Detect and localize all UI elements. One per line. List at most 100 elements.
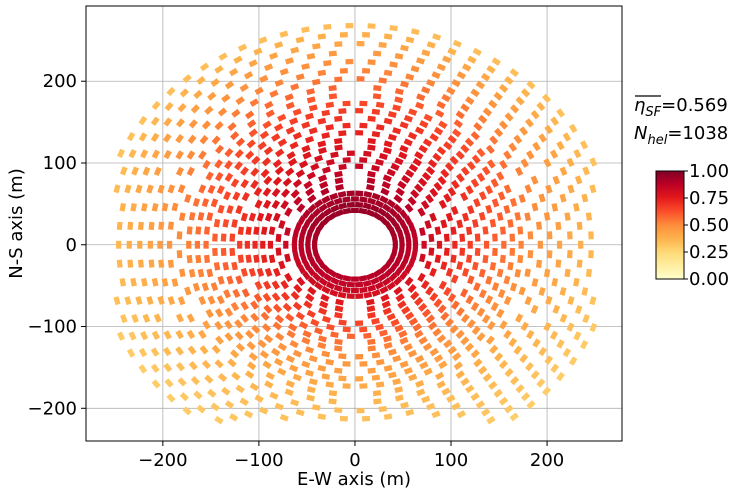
heliostat-mark <box>328 93 338 100</box>
heliostat-mark <box>259 406 269 415</box>
heliostat-mark <box>394 324 404 333</box>
heliostat-mark <box>305 293 315 303</box>
heliostat-mark <box>359 122 368 129</box>
heliostat-mark <box>404 203 414 213</box>
heliostat-mark <box>453 119 463 129</box>
heliostat-mark <box>589 296 597 306</box>
heliostat-mark <box>250 312 260 323</box>
heliostat-mark <box>192 282 201 292</box>
heliostat-mark <box>456 219 464 229</box>
heliostat-mark <box>302 270 311 281</box>
heliostat-mark <box>416 388 426 397</box>
heliostat-mark <box>187 345 197 355</box>
heliostat-mark <box>260 226 268 236</box>
heliostat-mark <box>260 240 266 249</box>
heliostat-mark <box>260 311 270 321</box>
heliostat-mark <box>214 320 223 331</box>
heliostat-mark <box>378 41 387 49</box>
heliostat-mark <box>388 253 397 263</box>
heliostat-mark <box>460 103 470 113</box>
heliostat-mark <box>470 301 480 312</box>
heliostat-mark <box>546 250 553 259</box>
heliostat-mark <box>273 357 284 367</box>
heliostat-mark <box>363 150 372 157</box>
heliostat-mark <box>282 302 292 312</box>
heliostat-mark <box>292 301 303 311</box>
heliostat-mark <box>538 287 546 296</box>
heliostat-mark <box>334 312 343 319</box>
heliostat-mark <box>334 345 343 352</box>
heliostat-mark <box>124 184 132 194</box>
heliostat-mark <box>588 231 594 240</box>
heliostat-mark <box>151 100 161 111</box>
heliostat-mark <box>280 200 290 210</box>
heliostat-mark <box>499 226 506 235</box>
heliostat-mark <box>485 144 495 155</box>
heliostat-mark <box>321 215 332 226</box>
heliostat-mark <box>317 220 326 231</box>
heliostat-mark <box>395 187 405 197</box>
heliostat-mark <box>452 240 458 249</box>
heliostat-mark <box>480 72 491 82</box>
heliostat-mark <box>261 323 272 333</box>
heliostat-mark <box>199 62 210 72</box>
heliostat-mark <box>449 324 459 334</box>
heliostat-mark <box>326 323 335 331</box>
heliostat-mark <box>248 128 258 138</box>
heliostat-mark <box>290 398 300 407</box>
heliostat-mark <box>244 240 250 249</box>
heliostat-mark <box>140 149 149 159</box>
heliostat-mark <box>370 277 380 286</box>
heliostat-mark <box>480 408 491 417</box>
heliostat-mark <box>128 331 137 341</box>
heliostat-mark <box>359 196 368 203</box>
heliostat-mark <box>142 166 151 176</box>
heliostat-mark <box>556 240 563 249</box>
heliostat-mark <box>389 61 398 68</box>
heliostat-mark <box>187 134 197 145</box>
heliostat-mark <box>485 275 493 285</box>
heliostat-mark <box>465 295 474 305</box>
heliostat-mark <box>471 154 481 164</box>
heliostat-mark <box>486 415 496 425</box>
heliostat-mark <box>399 121 409 129</box>
heliostat-mark <box>164 101 174 112</box>
heliostat-mark <box>362 68 371 74</box>
heliostat-mark <box>151 330 161 341</box>
heliostat-mark <box>330 204 340 213</box>
heliostat-mark <box>407 222 416 232</box>
heliostat-mark <box>262 199 272 209</box>
heliostat-mark <box>405 409 415 417</box>
heliostat-mark <box>412 244 419 253</box>
heliostat-mark <box>425 286 434 296</box>
heliostat-mark <box>202 159 211 170</box>
heliostat-mark <box>307 213 316 223</box>
heliostat-mark <box>230 301 240 312</box>
heliostat-mark <box>381 277 392 287</box>
heliostat-mark <box>414 151 424 160</box>
heliostat-mark <box>338 279 348 287</box>
heliostat-mark <box>131 313 139 324</box>
heliostat-mark <box>538 133 547 143</box>
heliostat-mark <box>342 196 351 203</box>
x-tick-label: −100 <box>234 450 283 471</box>
heliostat-mark <box>427 321 438 331</box>
heliostat-mark <box>503 275 511 285</box>
heliostat-mark <box>301 63 310 70</box>
heliostat-mark <box>310 162 320 171</box>
heliostat-mark <box>508 142 518 152</box>
heliostat-mark <box>382 174 392 183</box>
heliostat-mark <box>515 313 524 323</box>
x-tick-label: 0 <box>349 450 360 471</box>
heliostat-mark <box>210 198 219 208</box>
heliostat-mark <box>387 133 397 141</box>
heliostat-mark <box>444 162 455 172</box>
heliostat-mark <box>524 118 534 128</box>
heliostat-mark <box>317 268 327 278</box>
heliostat-mark <box>531 278 539 287</box>
heliostat-mark <box>182 74 192 84</box>
heliostat-mark <box>398 209 408 219</box>
heliostat-mark <box>284 272 293 283</box>
heliostat-mark <box>423 113 433 122</box>
heliostat-mark <box>433 181 443 192</box>
